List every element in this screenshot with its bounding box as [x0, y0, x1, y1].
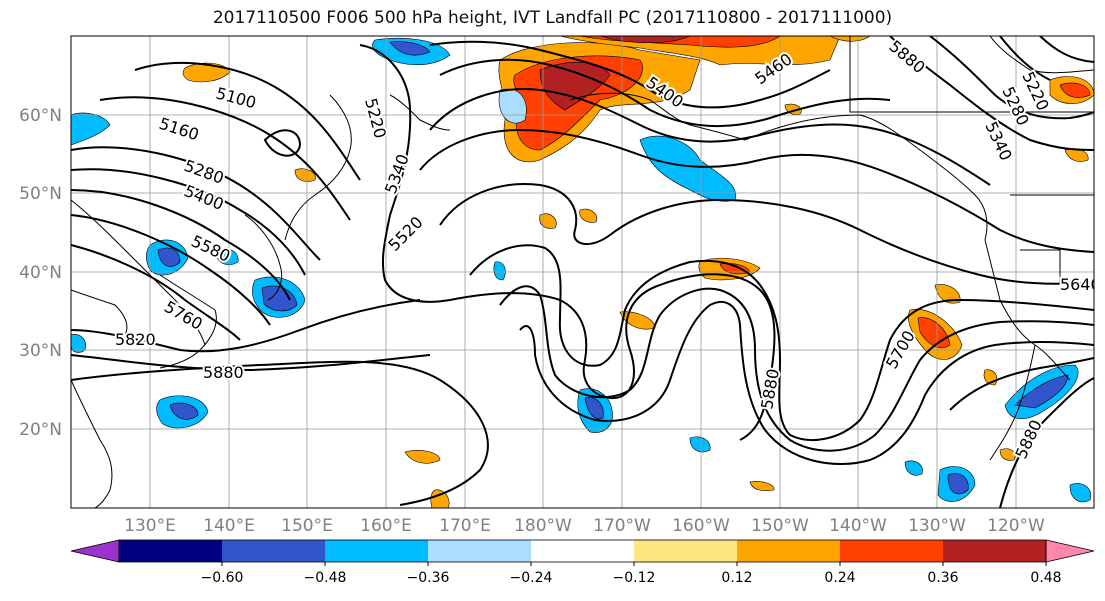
- lon-label: 130°W: [908, 516, 966, 536]
- colorbar-segment: [943, 540, 1047, 562]
- colorbar-tick-label: −0.24: [510, 570, 553, 586]
- lat-label: 50°N: [19, 184, 62, 204]
- colorbar-segment: [119, 540, 223, 562]
- lon-label: 140°W: [829, 516, 887, 536]
- colorbar-segment: [222, 540, 326, 562]
- longitude-labels: 130°E 140°E 150°E 160°E 170°E 180°W 170°…: [124, 516, 1045, 536]
- colorbar: [70, 539, 1095, 563]
- colorbar-tick-label: −0.48: [304, 570, 347, 586]
- colorbar-tick-label: −0.60: [201, 570, 244, 586]
- colorbar-extend-low: [70, 539, 120, 563]
- contour-label: 5880: [203, 363, 244, 382]
- colorbar-segment: [428, 540, 532, 562]
- colorbar-segment: [737, 540, 841, 562]
- map-frame: [70, 35, 1095, 509]
- colorbar-segment: [531, 540, 635, 562]
- colorbar-segment: [634, 540, 738, 562]
- colorbar-tick-label: −0.36: [407, 570, 450, 586]
- figure-title: 2017110500 F006 500 hPa height, IVT Land…: [212, 8, 893, 28]
- lon-label: 160°W: [672, 516, 730, 536]
- lat-label: 30°N: [19, 341, 62, 361]
- lon-label: 170°E: [439, 516, 491, 536]
- lon-label: 130°E: [124, 516, 176, 536]
- height-contours: [71, 36, 1094, 508]
- lon-label: 160°E: [360, 516, 412, 536]
- lon-label: 150°E: [281, 516, 333, 536]
- colorbar-extend-high: [1045, 539, 1095, 563]
- colorbar-tick-label: 0.12: [721, 570, 752, 586]
- contour-label: 5820: [115, 330, 156, 349]
- colorbar-outline: [118, 539, 1047, 563]
- colorbar-ticks: −0.60 −0.48 −0.36 −0.24 −0.12 0.12 0.24 0.36 0.4…: [201, 562, 1062, 586]
- colorbar-tick-label: 0.24: [824, 570, 855, 586]
- lon-label: 120°W: [987, 516, 1045, 536]
- colorbar-segment: [840, 540, 944, 562]
- colorbar-tick-label: 0.36: [927, 570, 958, 586]
- colorbar-tick-label: 0.48: [1030, 570, 1061, 586]
- lat-label: 20°N: [19, 420, 62, 440]
- lon-label: 170°W: [593, 516, 651, 536]
- lon-label: 150°W: [751, 516, 809, 536]
- lon-label: 140°E: [203, 516, 255, 536]
- lon-label: 180°W: [514, 516, 572, 536]
- ivt-shading: [71, 36, 1094, 508]
- contour-label: 5640: [1060, 275, 1101, 294]
- lat-label: 60°N: [19, 106, 62, 126]
- colorbar-tick-label: −0.12: [613, 570, 656, 586]
- lat-label: 40°N: [19, 263, 62, 283]
- colorbar-segment: [325, 540, 429, 562]
- coastlines: [71, 36, 1094, 508]
- latitude-labels: 60°N 50°N 40°N 30°N 20°N: [19, 106, 62, 440]
